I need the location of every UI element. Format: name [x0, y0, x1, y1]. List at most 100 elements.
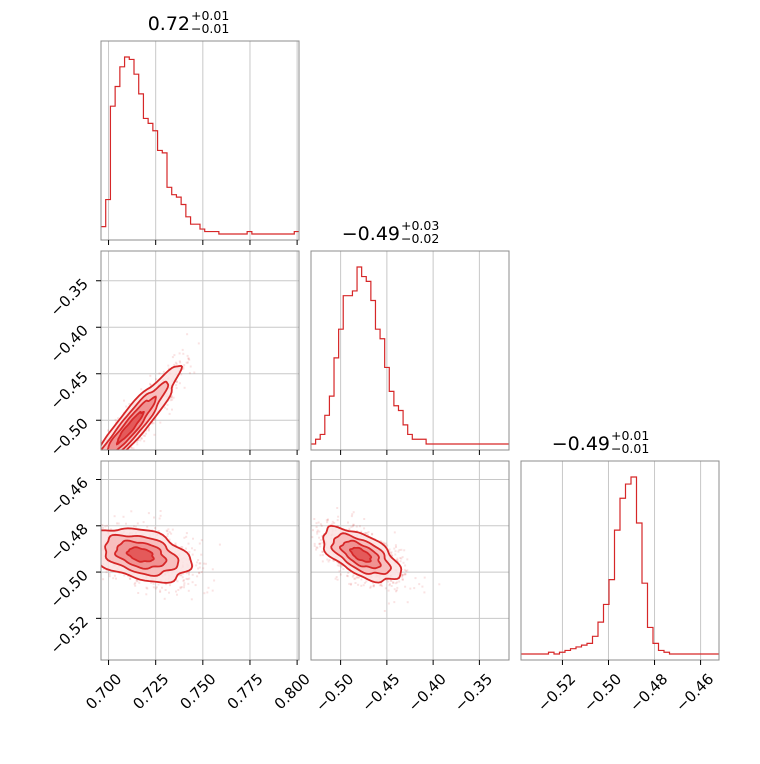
- scatter-point: [371, 532, 373, 535]
- scatter-point: [182, 352, 185, 355]
- scatter-point: [76, 504, 78, 506]
- scatter-point: [413, 587, 416, 590]
- scatter-point: [150, 384, 153, 387]
- scatter-point: [106, 457, 108, 459]
- scatter-point: [170, 396, 172, 399]
- scatter-point: [169, 584, 171, 587]
- scatter-point: [93, 467, 95, 469]
- scatter-point: [188, 573, 190, 576]
- scatter-point: [91, 473, 93, 475]
- scatter-point: [124, 451, 126, 453]
- scatter-point: [60, 528, 62, 530]
- scatter-point: [143, 434, 146, 437]
- scatter-point: [115, 421, 118, 424]
- scatter-point: [96, 451, 98, 453]
- scatter-point: [192, 537, 194, 540]
- scatter-point: [91, 560, 93, 562]
- scatter-point: [114, 464, 116, 466]
- scatter-point: [91, 480, 93, 482]
- scatter-point: [320, 524, 323, 527]
- scatter-point: [114, 418, 117, 421]
- scatter-point: [352, 511, 355, 514]
- scatter-point: [395, 546, 397, 548]
- scatter-point: [316, 532, 319, 535]
- scatter-point: [167, 364, 170, 367]
- scatter-point: [191, 573, 194, 576]
- scatter-point: [87, 479, 89, 481]
- scatter-point: [380, 584, 382, 587]
- scatter-point: [200, 539, 203, 542]
- scatter-point: [100, 452, 102, 454]
- density-contour: [322, 524, 403, 584]
- scatter-point: [198, 566, 201, 569]
- scatter-point: [200, 571, 203, 573]
- scatter-point: [145, 432, 147, 435]
- density-contour: [330, 532, 392, 575]
- y-tick-label: −0.50: [47, 414, 92, 459]
- scatter-point: [110, 453, 112, 455]
- scatter-point: [308, 553, 310, 555]
- param-title-plus: +0.01: [611, 428, 649, 443]
- scatter-point: [171, 408, 173, 411]
- scatter-point: [91, 545, 93, 547]
- scatter-point: [124, 466, 126, 468]
- scatter-point: [203, 562, 205, 565]
- scatter-point: [146, 525, 149, 528]
- scatter-point: [390, 551, 393, 554]
- scatter-point: [196, 561, 198, 564]
- density-contour: [101, 380, 170, 450]
- density-contour: [338, 539, 382, 570]
- scatter-point: [90, 495, 92, 497]
- scatter-point: [105, 571, 108, 574]
- scatter-point: [303, 535, 305, 537]
- scatter-point: [109, 461, 111, 463]
- scatter-point: [167, 528, 170, 531]
- scatter-point: [111, 465, 113, 467]
- scatter-point: [137, 592, 140, 594]
- scatter-point: [122, 459, 124, 461]
- scatter-point: [90, 479, 92, 481]
- scatter-point: [96, 542, 98, 544]
- scatter-point: [352, 574, 355, 577]
- scatter-point: [123, 451, 125, 453]
- scatter-point: [393, 588, 396, 591]
- scatter-point: [93, 558, 95, 560]
- scatter-point: [363, 518, 366, 520]
- scatter-point: [95, 456, 97, 458]
- scatter-point: [80, 550, 82, 552]
- scatter-point: [104, 476, 106, 478]
- scatter-point: [406, 569, 409, 572]
- scatter-point: [89, 472, 91, 474]
- scatter-point: [335, 576, 338, 578]
- scatter-point: [104, 453, 106, 455]
- scatter-point: [148, 426, 151, 429]
- scatter-point: [97, 454, 99, 456]
- scatter-point: [96, 546, 98, 548]
- scatter-point: [300, 516, 302, 518]
- scatter-point: [352, 523, 355, 526]
- scatter-point: [170, 394, 173, 397]
- scatter-point: [193, 549, 196, 552]
- scatter-point: [404, 585, 407, 588]
- scatter-point: [84, 477, 86, 479]
- y-tick-label: −0.40: [47, 321, 92, 366]
- scatter-point: [122, 515, 125, 518]
- scatter-point: [109, 454, 111, 456]
- scatter-point: [101, 454, 103, 456]
- scatter-point: [152, 582, 155, 585]
- scatter-point: [325, 519, 328, 522]
- scatter-point: [97, 449, 99, 451]
- scatter-point: [102, 526, 104, 529]
- scatter-point: [384, 542, 387, 545]
- scatter-point: [400, 548, 403, 551]
- scatter-point: [114, 451, 116, 453]
- scatter-point: [173, 354, 176, 357]
- scatter-point: [94, 548, 96, 550]
- scatter-point: [96, 489, 98, 491]
- scatter-point: [110, 452, 112, 454]
- scatter-point: [317, 521, 320, 524]
- scatter-point: [304, 525, 306, 527]
- scatter-point: [145, 593, 148, 596]
- scatter-point: [176, 593, 178, 596]
- scatter-point: [140, 437, 143, 440]
